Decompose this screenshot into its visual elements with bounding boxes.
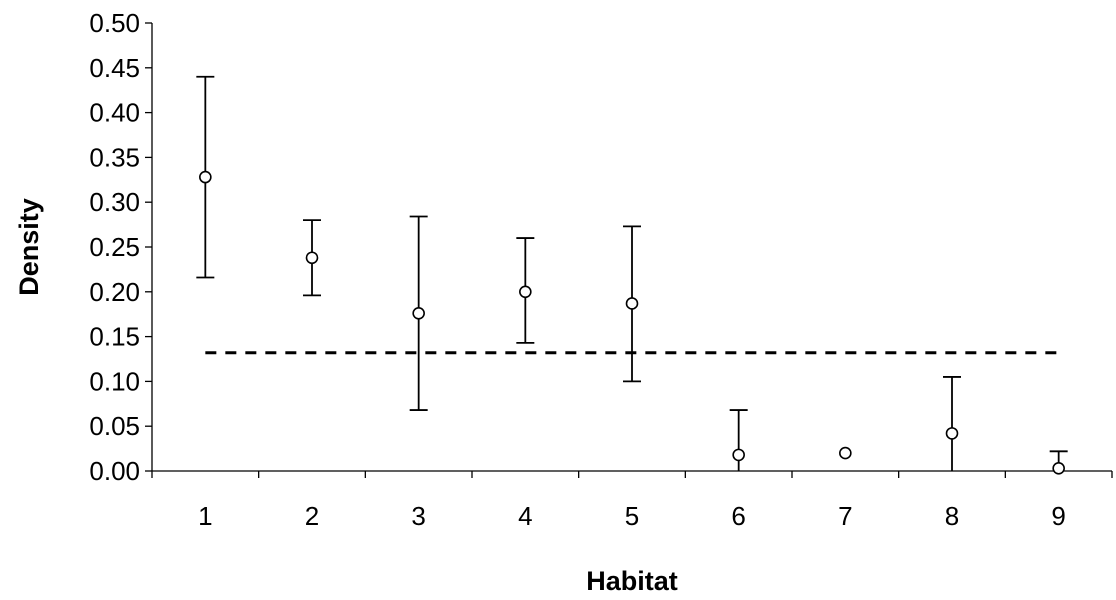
y-tick-label: 0.45 [89, 53, 140, 83]
y-axis-title: Density [14, 198, 44, 296]
x-tick-label: 8 [945, 501, 959, 531]
x-axis-title: Habitat [586, 566, 678, 596]
y-tick-label: 0.10 [89, 366, 140, 396]
plot-area: 0.00 0.05 0.10 0.15 0.20 0.25 0.30 0.35 0.40 0.45… [89, 8, 1113, 531]
data-point [945, 427, 959, 440]
x-tick-label: 1 [198, 501, 212, 531]
y-tick-label: 0.00 [89, 456, 140, 486]
data-point [305, 251, 319, 265]
y-tick-label: 0.35 [89, 142, 140, 172]
x-tick-label: 5 [625, 501, 639, 531]
data-point [839, 446, 852, 460]
y-tick-label: 0.15 [89, 322, 140, 352]
y-tick-label: 0.40 [89, 98, 140, 128]
y-tick-label: 0.05 [89, 411, 140, 441]
data-point [1052, 462, 1065, 475]
x-tick-label: 2 [305, 501, 319, 531]
x-tick-label: 9 [1051, 501, 1065, 531]
y-tick-label: 0.50 [89, 8, 140, 38]
data-point [519, 285, 532, 299]
y-tick-label: 0.25 [89, 232, 140, 262]
data-point [732, 448, 745, 462]
x-tick-label: 7 [838, 501, 852, 531]
x-tick-label: 6 [731, 501, 745, 531]
data-point [412, 307, 425, 320]
data-point [625, 297, 639, 310]
y-tick-label: 0.30 [89, 187, 140, 217]
y-tick-label: 0.20 [89, 277, 140, 307]
data-point [199, 170, 212, 184]
x-tick-label: 3 [411, 501, 425, 531]
x-tick-label: 4 [518, 501, 532, 531]
